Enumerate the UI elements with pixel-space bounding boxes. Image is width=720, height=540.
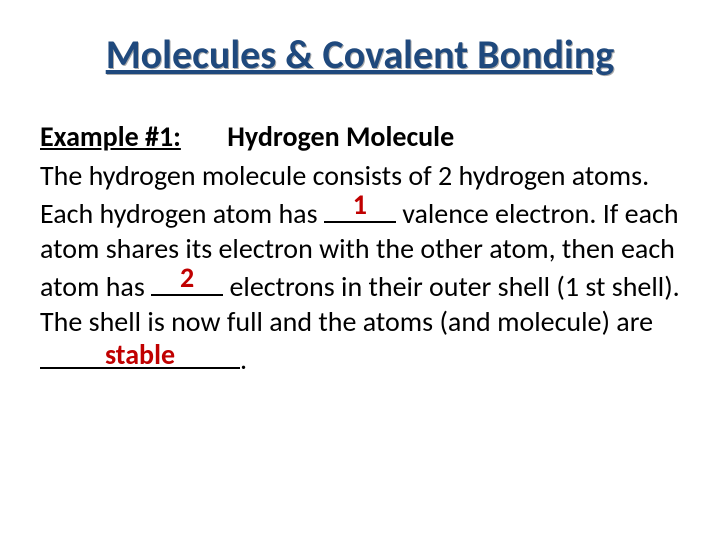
body-paragraph: The hydrogen molecule consists of 2 hydr… <box>40 158 680 377</box>
body-part-4: . <box>240 342 247 377</box>
blank-1: 1 <box>324 193 396 231</box>
answer-1: 1 <box>324 187 396 222</box>
blank-2: 2 <box>151 266 223 304</box>
example-label: Example #1: <box>40 119 181 154</box>
example-heading: Example #1: Hydrogen Molecule <box>40 119 680 154</box>
answer-3: stable <box>40 337 240 372</box>
blank-3: stable <box>40 339 240 377</box>
slide-title: Molecules & Covalent Bonding <box>40 30 680 79</box>
answer-2: 2 <box>151 260 223 295</box>
example-name: Hydrogen Molecule <box>227 119 454 154</box>
slide-container: Molecules & Covalent Bonding Example #1:… <box>0 0 720 540</box>
